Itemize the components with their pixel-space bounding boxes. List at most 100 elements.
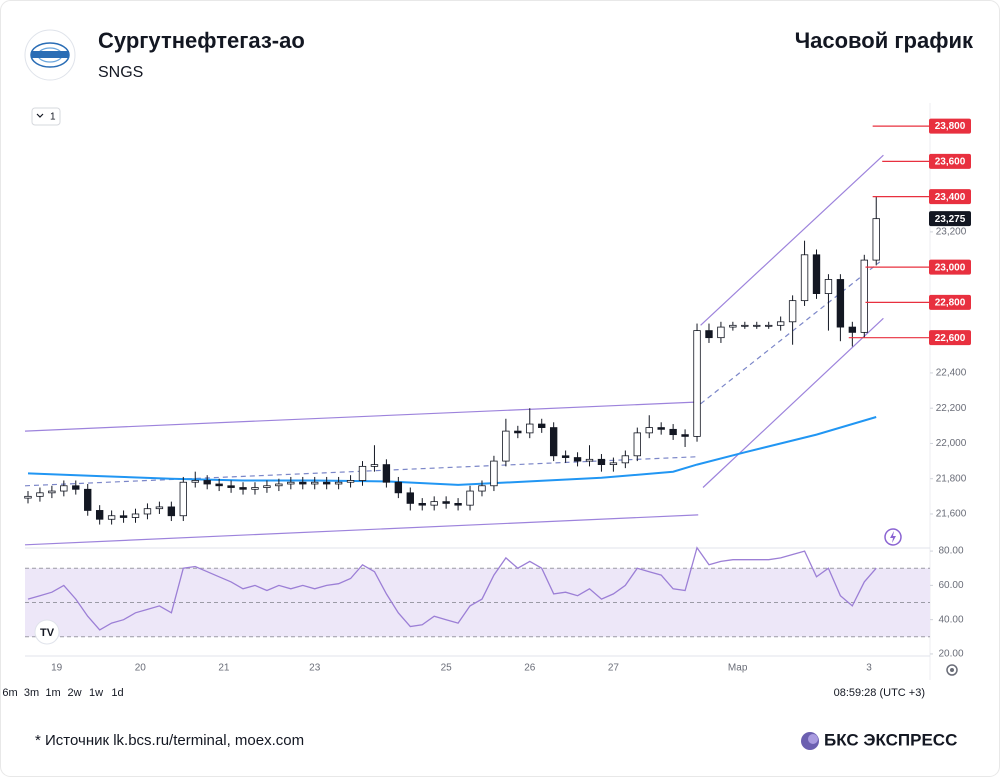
settings-icon[interactable] <box>946 664 958 676</box>
candle-body <box>155 506 164 510</box>
candle-body <box>860 259 868 333</box>
alert-icon[interactable] <box>884 528 902 546</box>
ticker: SNGS <box>98 64 143 81</box>
x-tick-label: 21 <box>218 663 230 674</box>
candle-body <box>765 324 773 327</box>
candle-body <box>334 481 343 485</box>
candle-body <box>418 502 426 506</box>
candle-body <box>836 279 845 328</box>
candle-body <box>84 488 92 511</box>
candle-body <box>119 515 128 518</box>
company-logo <box>24 29 76 81</box>
candle-body <box>311 481 319 485</box>
trend-line <box>700 261 881 405</box>
axes: 19 20 21 23 25 26 27 Мар 3 21,600 21,800 22,000 22,2… <box>51 118 971 674</box>
candle-body <box>776 321 785 326</box>
candle-body <box>60 485 68 492</box>
candle-body <box>526 423 534 434</box>
candle-body <box>48 490 56 494</box>
brand-logo <box>801 732 819 750</box>
candle-body <box>143 508 152 515</box>
indicator-button[interactable] <box>31 107 61 126</box>
candle-body <box>36 492 44 497</box>
timeframe-button[interactable]: 6m <box>2 687 17 699</box>
candle-body <box>538 423 546 428</box>
level-label: 23,600 <box>935 156 966 167</box>
level-tag <box>929 294 971 310</box>
level-tag <box>929 153 971 169</box>
candle-body <box>227 485 235 488</box>
trend-line <box>700 154 884 326</box>
candle-body <box>322 481 331 485</box>
candle-body <box>502 430 510 462</box>
y-tick-label: 20.00 <box>938 649 963 660</box>
candle-body <box>107 515 116 520</box>
candle-body <box>191 480 199 483</box>
level-tag <box>929 118 971 134</box>
x-tick-label: 20 <box>135 663 147 674</box>
candle-body <box>585 458 594 462</box>
level-tag <box>929 330 971 346</box>
candle-body <box>669 428 677 436</box>
trend-line <box>702 317 884 488</box>
chart-label: Часовой график <box>795 28 974 53</box>
candle-body <box>167 506 176 517</box>
last-price-label: 23,275 <box>935 214 966 225</box>
candle-body <box>788 300 797 323</box>
y-tick-label: 80.00 <box>938 546 963 557</box>
tradingview-logo: TV <box>34 619 60 645</box>
chevron-icon <box>36 113 44 118</box>
candle-body <box>466 490 474 506</box>
candle-body <box>131 513 140 518</box>
level-tag <box>929 189 971 205</box>
candle-body <box>478 485 486 492</box>
candle-body <box>729 324 737 328</box>
candle-body <box>203 480 211 485</box>
rsi-line <box>27 546 877 631</box>
timeframe-button[interactable]: 3m <box>24 687 39 699</box>
candle-body <box>621 455 630 464</box>
candle-body <box>657 427 665 430</box>
source-note: * Источник lk.bcs.ru/terminal, moex.com <box>35 732 304 749</box>
y-tick-label: 22,000 <box>936 438 967 449</box>
candle-body <box>800 254 809 302</box>
timeframe-button[interactable]: 1w <box>89 687 103 699</box>
candle-body <box>72 485 80 490</box>
timeframe-button[interactable]: 1m <box>45 687 60 699</box>
candle-body <box>717 326 725 339</box>
candle-body <box>299 481 307 485</box>
candle-body <box>597 458 606 466</box>
candle-body <box>239 487 247 490</box>
candle-body <box>549 427 558 457</box>
candle-body <box>848 326 857 333</box>
clock: 08:59:28 (UTC +3) <box>834 687 925 699</box>
candle-body <box>454 502 462 506</box>
level-label: 22,800 <box>935 298 966 309</box>
candle-body <box>251 487 259 490</box>
candle-body <box>263 485 271 488</box>
level-label: 23,000 <box>935 262 966 273</box>
candle-body <box>561 455 570 458</box>
candle-body <box>382 464 391 483</box>
title: Сургутнефтегаз-ао <box>98 28 305 53</box>
candle-body <box>633 432 641 457</box>
x-tick-label: 26 <box>524 663 536 674</box>
candle-body <box>693 330 701 437</box>
last-price-tag <box>929 211 971 227</box>
candle-body <box>394 481 403 494</box>
level-label: 22,600 <box>935 333 966 344</box>
candle-body <box>179 481 187 517</box>
timeframe-button[interactable]: 1d <box>111 687 123 699</box>
indicator-count: 1 <box>50 112 56 123</box>
level-tag <box>929 259 971 275</box>
candle-body <box>24 495 32 499</box>
x-tick-label: 27 <box>608 663 620 674</box>
timeframe-button[interactable]: 2w <box>67 687 81 699</box>
y-tick-label: 60.00 <box>938 580 963 591</box>
candle-body <box>705 330 713 339</box>
candle-body <box>95 510 104 520</box>
y-tick-label: 22,200 <box>936 403 967 414</box>
